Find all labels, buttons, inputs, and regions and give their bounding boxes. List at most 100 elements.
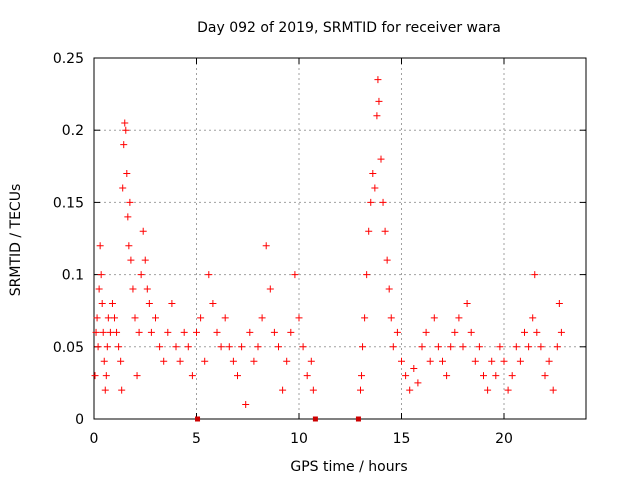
data-point bbox=[525, 343, 533, 351]
data-point bbox=[443, 372, 451, 380]
data-point bbox=[97, 271, 105, 279]
data-point bbox=[275, 343, 282, 351]
data-point bbox=[147, 328, 155, 336]
data-point bbox=[201, 357, 209, 365]
data-point bbox=[475, 343, 483, 351]
data-point bbox=[126, 198, 134, 206]
data-point bbox=[422, 328, 430, 336]
data-point bbox=[383, 256, 391, 264]
data-point bbox=[471, 357, 479, 365]
axis-marker bbox=[195, 416, 201, 422]
data-point bbox=[133, 372, 141, 380]
chart-title: Day 092 of 2019, SRMTID for receiver war… bbox=[197, 20, 501, 36]
data-point bbox=[164, 328, 172, 336]
data-point bbox=[117, 357, 125, 365]
data-point bbox=[139, 227, 147, 235]
data-point bbox=[406, 386, 414, 394]
data-point bbox=[418, 343, 426, 351]
data-point bbox=[188, 372, 196, 380]
data-point bbox=[371, 184, 379, 192]
data-point bbox=[197, 314, 205, 322]
data-point bbox=[374, 76, 382, 84]
data-point bbox=[377, 155, 385, 163]
data-point bbox=[467, 328, 475, 336]
data-point bbox=[516, 357, 524, 365]
data-point bbox=[430, 314, 438, 322]
data-point bbox=[93, 314, 101, 322]
data-point bbox=[283, 357, 291, 365]
data-point bbox=[234, 372, 241, 380]
data-point bbox=[537, 343, 545, 351]
data-point bbox=[555, 299, 563, 307]
data-point bbox=[104, 314, 112, 322]
data-point bbox=[124, 213, 132, 221]
data-point bbox=[250, 357, 258, 365]
data-point bbox=[168, 299, 176, 307]
data-point bbox=[402, 372, 410, 380]
data-point bbox=[221, 314, 229, 322]
data-point bbox=[455, 314, 463, 322]
data-point bbox=[295, 314, 303, 322]
data-point bbox=[385, 285, 393, 293]
data-point bbox=[531, 271, 539, 279]
data-point bbox=[98, 299, 106, 307]
data-point bbox=[375, 97, 383, 105]
data-point bbox=[91, 372, 99, 380]
y-axis-label: SRMTID / TECUs bbox=[8, 184, 24, 297]
data-point bbox=[504, 386, 512, 394]
data-point bbox=[141, 256, 149, 264]
data-point bbox=[365, 227, 373, 235]
data-point bbox=[357, 386, 364, 394]
data-point bbox=[488, 357, 496, 365]
data-point bbox=[545, 357, 553, 365]
data-point bbox=[358, 372, 366, 380]
data-point bbox=[145, 299, 153, 307]
data-point bbox=[101, 386, 109, 394]
data-point bbox=[541, 372, 549, 380]
data-point bbox=[121, 119, 129, 127]
data-point bbox=[103, 343, 111, 351]
data-point bbox=[439, 357, 446, 365]
y-tick-label: 0.05 bbox=[53, 340, 84, 356]
data-point bbox=[557, 328, 565, 336]
data-point bbox=[463, 299, 471, 307]
data-point bbox=[512, 343, 520, 351]
data-point bbox=[92, 328, 100, 336]
data-points bbox=[91, 76, 565, 409]
data-point bbox=[291, 271, 299, 279]
data-point bbox=[125, 242, 133, 250]
y-tick-label: 0 bbox=[75, 412, 84, 428]
data-point bbox=[496, 343, 504, 351]
data-point bbox=[521, 328, 528, 336]
data-point bbox=[119, 184, 127, 192]
y-tick-label: 0.1 bbox=[62, 268, 84, 284]
data-point bbox=[307, 357, 315, 365]
data-point bbox=[553, 343, 561, 351]
data-point bbox=[113, 328, 121, 336]
data-point bbox=[137, 271, 145, 279]
data-point bbox=[205, 271, 213, 279]
data-point bbox=[361, 314, 369, 322]
data-point bbox=[434, 343, 442, 351]
axis-markers bbox=[195, 416, 361, 422]
x-tick-label: 0 bbox=[90, 431, 99, 447]
data-point bbox=[156, 343, 164, 351]
x-tick-label: 20 bbox=[495, 431, 513, 447]
data-point bbox=[242, 401, 250, 409]
data-point bbox=[176, 357, 184, 365]
data-point bbox=[152, 314, 159, 322]
data-point bbox=[359, 343, 367, 351]
data-point bbox=[279, 386, 287, 394]
data-point bbox=[549, 386, 557, 394]
plot-frame bbox=[93, 57, 587, 420]
data-point bbox=[262, 242, 270, 250]
data-point bbox=[229, 357, 237, 365]
x-axis-label: GPS time / hours bbox=[290, 459, 407, 475]
data-point bbox=[529, 314, 537, 322]
data-point bbox=[254, 343, 262, 351]
data-point bbox=[94, 343, 102, 351]
data-point bbox=[266, 285, 274, 293]
data-point bbox=[99, 328, 107, 336]
data-point bbox=[381, 227, 389, 235]
